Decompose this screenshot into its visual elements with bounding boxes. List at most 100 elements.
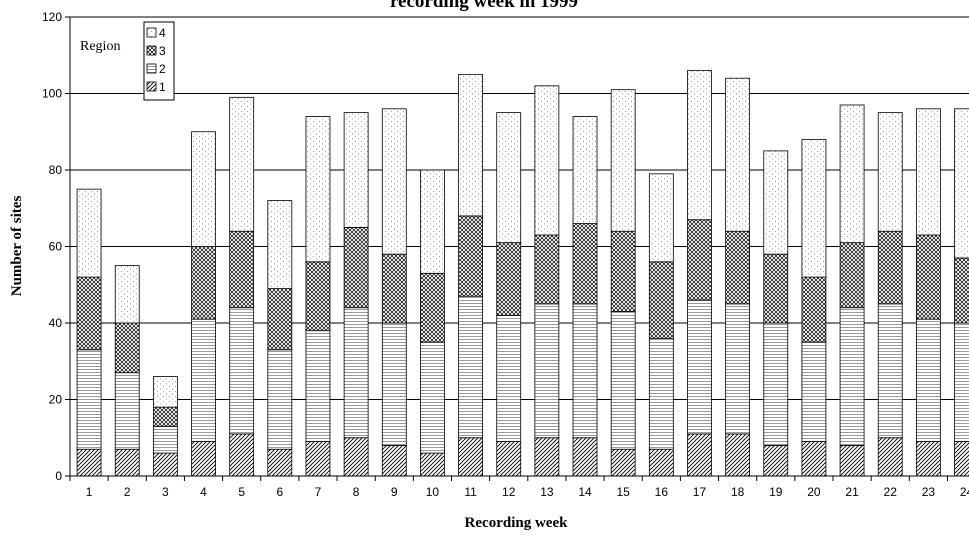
bar-segment-region-2 xyxy=(152,425,178,454)
bar-segment-region-2 xyxy=(381,322,407,446)
bar-segment-region-4 xyxy=(496,112,522,244)
bar-segment-region-1 xyxy=(648,448,674,477)
bar-segment-region-2 xyxy=(763,322,789,446)
bar-segment-region-2 xyxy=(343,307,369,439)
x-tick-label: 20 xyxy=(807,485,821,499)
bar-segment-region-1 xyxy=(152,452,178,477)
bar-segment-region-3 xyxy=(648,261,674,339)
x-axis-title: Recording week xyxy=(465,515,569,531)
bar-segment-region-2 xyxy=(610,311,636,450)
bar-segment-region-3 xyxy=(114,322,140,374)
bar-segment-region-1 xyxy=(877,437,903,477)
bar-segment-region-3 xyxy=(763,253,789,324)
bar-stack-week-15 xyxy=(610,89,636,477)
bar-segment-region-2 xyxy=(801,341,827,442)
bar-stack-week-8 xyxy=(343,112,369,477)
bar-segment-region-3 xyxy=(572,223,598,305)
bar-segment-region-1 xyxy=(305,441,331,477)
bar-segment-region-2 xyxy=(267,349,293,450)
bar-stack-week-14 xyxy=(572,116,598,477)
legend-item-region-2: 2 xyxy=(146,62,166,76)
legend-swatch xyxy=(146,63,157,74)
legend-label: 4 xyxy=(159,26,166,40)
x-tick-label: 19 xyxy=(769,485,783,499)
bar-segment-region-2 xyxy=(534,303,560,439)
bar-segment-region-4 xyxy=(152,376,178,408)
x-tick-label: 2 xyxy=(124,485,131,499)
bar-segment-region-4 xyxy=(267,200,293,289)
bar-segment-region-1 xyxy=(801,441,827,477)
bar-stack-week-24 xyxy=(954,108,969,477)
bar-segment-region-1 xyxy=(610,448,636,477)
x-tick-label: 24 xyxy=(960,485,969,499)
axes xyxy=(65,16,969,481)
bar-segment-region-2 xyxy=(572,303,598,439)
bar-segment-region-1 xyxy=(229,433,255,477)
bar-segment-region-1 xyxy=(343,437,369,477)
bar-segment-region-1 xyxy=(839,444,865,477)
bar-segment-region-4 xyxy=(534,85,560,236)
legend-swatch xyxy=(146,45,157,56)
x-tick-label: 4 xyxy=(200,485,207,499)
x-tick-label: 15 xyxy=(616,485,630,499)
bar-segment-region-1 xyxy=(572,437,598,477)
y-tick-label: 100 xyxy=(42,87,62,101)
bar-segment-region-4 xyxy=(763,150,789,255)
bar-stack-week-12 xyxy=(496,112,522,477)
x-tick-label: 9 xyxy=(391,485,398,499)
legend-item-region-4: 4 xyxy=(146,26,166,40)
bar-segment-region-2 xyxy=(191,318,216,442)
x-tick-label: 21 xyxy=(845,485,859,499)
bar-segment-region-2 xyxy=(915,318,941,442)
bar-segment-region-1 xyxy=(76,448,102,477)
bar-segment-region-4 xyxy=(114,265,140,324)
bar-segment-region-2 xyxy=(839,307,865,446)
bar-segment-region-1 xyxy=(458,437,483,477)
bar-segment-region-3 xyxy=(877,230,903,305)
legend-swatch xyxy=(146,81,157,92)
legend-title: Region xyxy=(80,39,120,54)
y-tick-labels: 0 20 40 60 80 100 120 xyxy=(42,10,62,483)
bar-segment-region-4 xyxy=(648,173,674,263)
bar-segment-region-3 xyxy=(839,242,865,309)
bar-segment-region-4 xyxy=(610,89,636,232)
y-tick-label: 120 xyxy=(42,10,62,24)
bar-stack-week-18 xyxy=(725,77,751,477)
x-tick-label: 16 xyxy=(655,485,669,499)
x-tick-label: 14 xyxy=(578,485,592,499)
bar-segment-region-4 xyxy=(229,96,255,232)
x-tick-label: 11 xyxy=(464,485,477,499)
bar-segment-region-1 xyxy=(954,441,969,477)
chart-title: recording week in 1999 xyxy=(390,0,578,12)
bar-segment-region-2 xyxy=(458,295,483,439)
x-tick-label: 18 xyxy=(731,485,745,499)
bar-segment-region-3 xyxy=(152,406,178,427)
legend-label: 3 xyxy=(159,44,166,58)
bar-segment-region-2 xyxy=(877,303,903,439)
bar-segment-region-4 xyxy=(420,169,445,274)
bar-stack-week-16 xyxy=(648,173,674,477)
bar-segment-region-4 xyxy=(305,116,331,263)
bar-stack-week-10 xyxy=(420,169,445,477)
bar-segment-region-1 xyxy=(191,441,216,477)
bar-segment-region-2 xyxy=(648,337,674,450)
bar-segment-region-3 xyxy=(229,230,255,309)
bar-segment-region-4 xyxy=(954,108,969,259)
bar-segment-region-2 xyxy=(305,330,331,442)
y-tick-label: 0 xyxy=(55,469,62,483)
bar-stack-week-13 xyxy=(534,85,560,477)
bar-segment-region-3 xyxy=(305,261,331,332)
bar-segment-region-1 xyxy=(496,441,522,477)
legend-item-region-3: 3 xyxy=(146,44,166,58)
legend-item-region-1: 1 xyxy=(146,80,166,94)
x-tick-label: 1 xyxy=(86,485,93,499)
x-tick-label: 23 xyxy=(922,485,936,499)
bar-segment-region-4 xyxy=(381,108,407,255)
y-tick-label: 40 xyxy=(49,316,63,330)
bar-segment-region-3 xyxy=(687,219,712,301)
bar-segment-region-3 xyxy=(496,242,522,316)
x-tick-label: 7 xyxy=(315,485,322,499)
bar-stack-week-19 xyxy=(763,150,789,477)
bar-segment-region-4 xyxy=(343,112,369,228)
